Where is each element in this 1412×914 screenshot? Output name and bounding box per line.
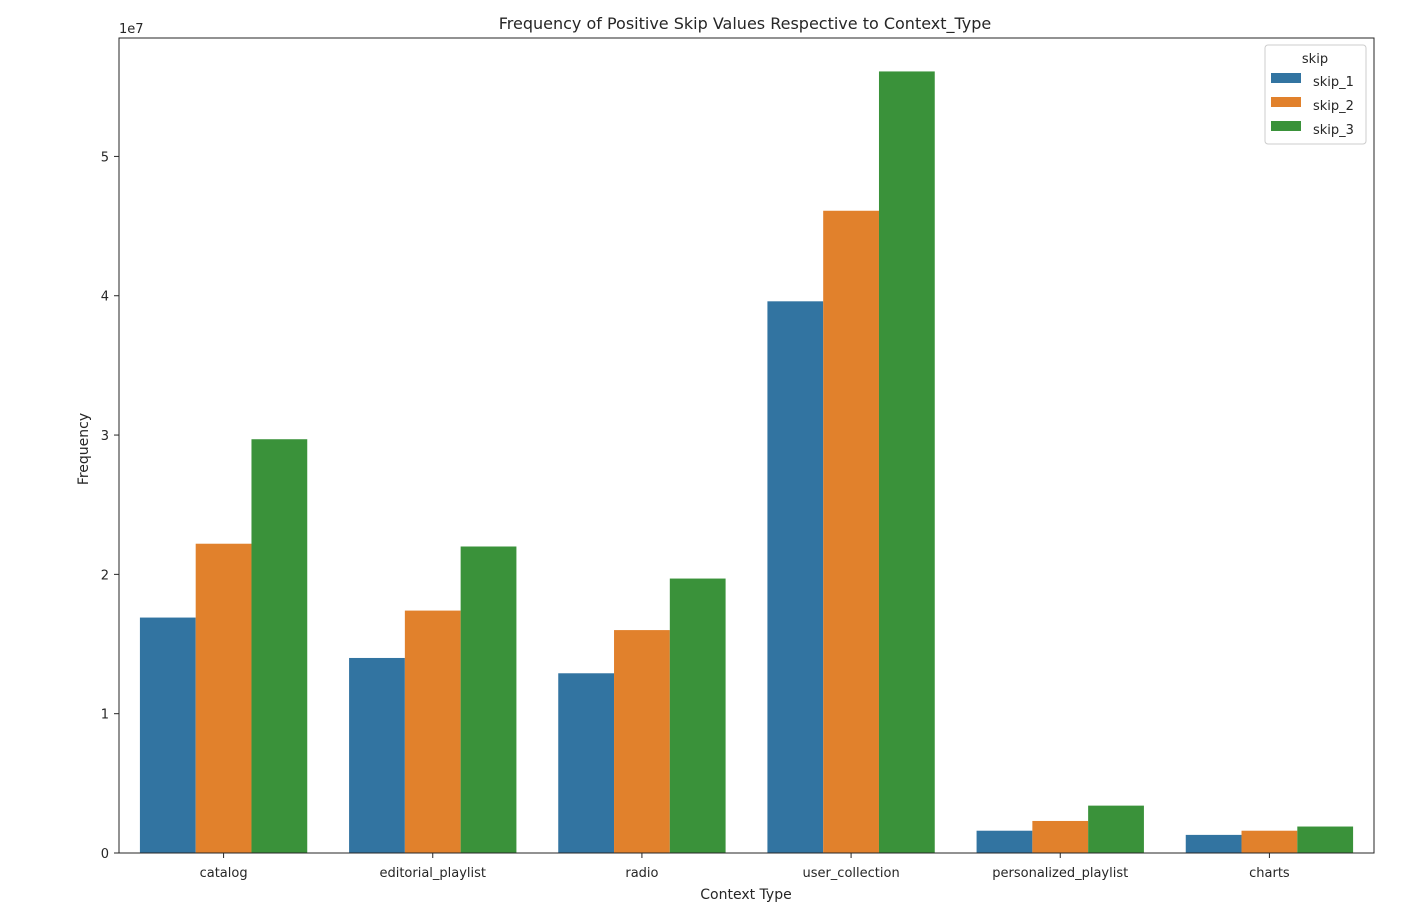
bar-skip_1-catalog <box>139 617 196 853</box>
legend: skip skip_1 skip_2 skip_3 <box>1264 44 1367 145</box>
bar-skip_1-personalized_playlist <box>976 830 1033 853</box>
bar-skip_2-radio <box>614 630 670 853</box>
x-tick-label-personalized_playlist: personalized_playlist <box>992 866 1128 881</box>
x-tick-label-editorial_playlist: editorial_playlist <box>379 866 486 881</box>
x-tick-label-catalog: catalog <box>200 866 248 881</box>
y-tick-label-4: 4 <box>101 290 109 305</box>
plot-frame <box>118 37 1375 854</box>
legend-swatch-skip_3 <box>1271 121 1301 131</box>
bar-skip_1-charts <box>1185 834 1242 853</box>
x-tick-label-radio: radio <box>625 866 658 881</box>
y-tick-label-1: 1 <box>101 708 109 723</box>
bar-skip_3-catalog <box>251 439 308 853</box>
legend-label-skip_1: skip_1 <box>1313 75 1354 90</box>
y-tick-label-5: 5 <box>101 150 109 165</box>
bar-skip_3-charts <box>1297 826 1354 853</box>
bars <box>139 71 1354 853</box>
x-tick-label-charts: charts <box>1249 866 1290 881</box>
y-tick-label-0: 0 <box>101 847 109 862</box>
x-tick-label-user_collection: user_collection <box>802 866 899 881</box>
y-axis-title: Frequency <box>76 413 92 485</box>
bar-skip_2-personalized_playlist <box>1032 820 1089 853</box>
legend-title: skip <box>1302 52 1328 67</box>
y-tick-label-3: 3 <box>101 429 109 444</box>
y-axis-offset-label: 1e7 <box>119 22 144 37</box>
y-axis-ticks: 0 1 2 3 4 5 <box>101 150 119 862</box>
legend-box <box>1264 44 1367 145</box>
bar-skip_3-radio <box>669 578 726 853</box>
bar-skip_3-personalized_playlist <box>1088 805 1144 853</box>
bar-skip_2-catalog <box>195 543 252 853</box>
bar-skip_1-editorial_playlist <box>349 657 405 853</box>
legend-label-skip_2: skip_2 <box>1313 99 1354 114</box>
bar-skip_2-user_collection <box>823 210 879 853</box>
bar-skip_3-editorial_playlist <box>460 546 517 853</box>
x-axis-ticks: catalog editorial_playlist radio user_colle… <box>200 853 1290 881</box>
bar-skip_1-user_collection <box>767 301 824 853</box>
bar-skip_1-radio <box>558 673 615 853</box>
legend-swatch-skip_2 <box>1271 97 1301 107</box>
bar-skip_2-editorial_playlist <box>404 610 461 853</box>
legend-swatch-skip_1 <box>1271 73 1301 83</box>
y-tick-label-2: 2 <box>101 568 109 583</box>
legend-label-skip_3: skip_3 <box>1313 123 1354 138</box>
bar-skip_3-user_collection <box>878 71 935 853</box>
bar-skip_2-charts <box>1241 830 1298 853</box>
chart-title: Frequency of Positive Skip Values Respec… <box>499 14 992 34</box>
x-axis-title: Context Type <box>700 887 791 903</box>
